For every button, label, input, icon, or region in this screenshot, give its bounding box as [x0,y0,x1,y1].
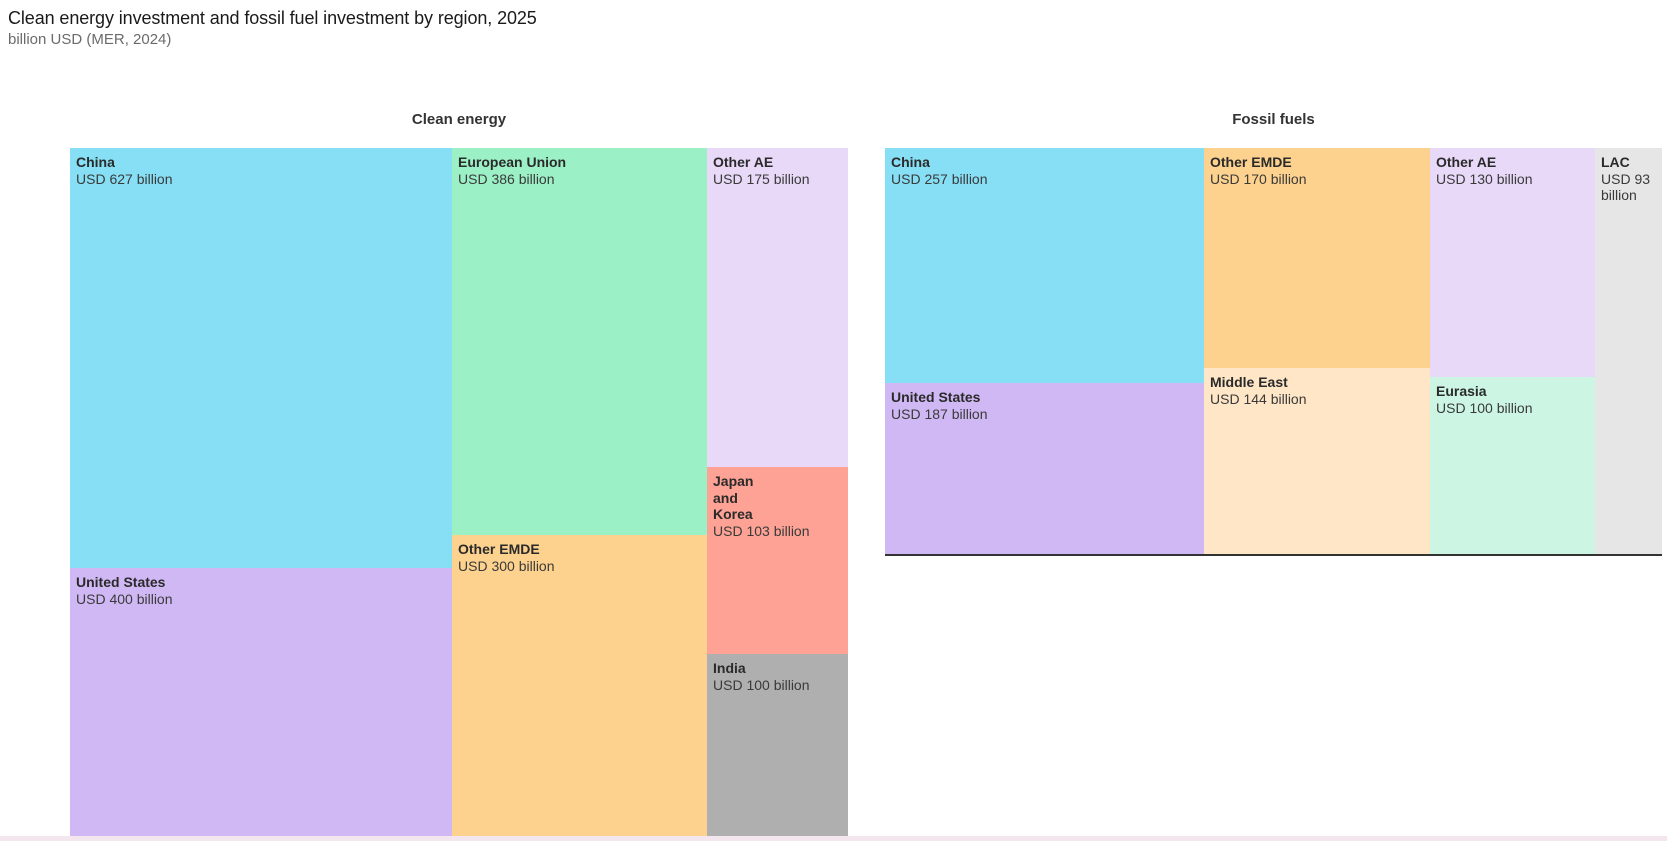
treemap-tile-other-ae: Other AE USD 130 billion [1430,148,1595,377]
tile-value-label: USD 187 billion [891,405,988,422]
tile-value-label: USD 300 billion [458,557,555,574]
chart-title: Clean energy investment and fossil fuel … [8,8,537,28]
treemap-tile-other-emde: Other EMDE USD 170 billion [1204,148,1430,368]
tile-value-label: USD 93 billion [1601,170,1651,204]
tile-value-label: USD 144 billion [1210,390,1307,407]
tile-label: LAC [1601,154,1630,170]
tile-value-label: USD 627 billion [76,170,173,187]
treemap-tile-other-ae: Other AE USD 175 billion [707,148,848,467]
tile-value-label: USD 400 billion [76,590,173,607]
treemap-tile-lac: LAC USD 93 billion [1595,148,1662,554]
treemap-tile-china: China USD 257 billion [885,148,1204,383]
treemap-tile-united-states: United States USD 187 billion [885,383,1204,554]
tile-label: Other AE [1436,154,1497,170]
panel-title-clean-energy: Clean energy [411,111,507,128]
tile-label: Other EMDE [458,541,540,557]
treemap-clean-energy: China USD 627 billion United States USD 400… [70,148,848,836]
tile-value-label: USD 100 billion [713,676,810,693]
treemap-tile-eurasia: Eurasia USD 100 billion [1430,377,1595,554]
treemap-tile-middle-east: Middle East USD 144 billion [1204,368,1430,554]
tile-label: Japan and Korea [713,473,754,522]
treemap-tile-japan-and-korea: Japan and Korea USD 103 billion [707,467,848,654]
treemap-baseline [885,554,1662,556]
treemap-tile-other-emde: Other EMDE USD 300 billion [452,535,707,836]
treemap-fossil-fuels: China USD 257 billion United States USD 187… [885,148,1662,554]
treemap-tile-european-union: European Union USD 386 billion [452,148,707,535]
tile-label: India [713,660,746,676]
treemap-tile-india: India USD 100 billion [707,654,848,836]
tile-value-label: USD 386 billion [458,170,555,187]
tile-value-label: USD 130 billion [1436,170,1533,187]
tile-label: Eurasia [1436,383,1487,399]
tile-value-label: USD 103 billion [713,522,810,539]
tile-value-label: USD 170 billion [1210,170,1307,187]
tile-label: Other AE [713,154,774,170]
treemap-tile-united-states: United States USD 400 billion [70,568,452,836]
treemap-tile-china: China USD 627 billion [70,148,452,568]
bottom-rule [0,836,1667,841]
panel-title-fossil-fuels: Fossil fuels [1232,111,1315,128]
tile-label: European Union [458,154,567,170]
chart-subtitle: billion USD (MER, 2024) [8,31,172,48]
tile-value-label: USD 175 billion [713,170,810,187]
tile-label: China [891,154,930,170]
tile-label: China [76,154,115,170]
tile-label: Middle East [1210,374,1288,390]
tile-label: United States [891,389,981,405]
tile-label: Other EMDE [1210,154,1292,170]
tile-value-label: USD 100 billion [1436,399,1533,416]
tile-label: United States [76,574,166,590]
tile-value-label: USD 257 billion [891,170,988,187]
